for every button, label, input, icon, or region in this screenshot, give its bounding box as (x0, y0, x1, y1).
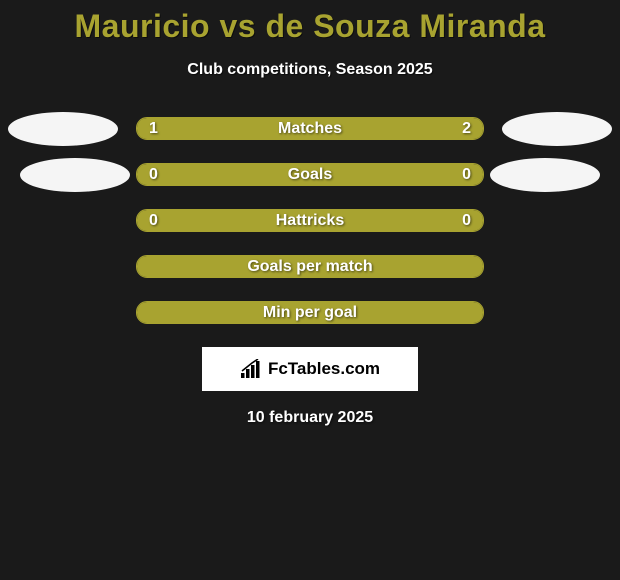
page-title: Mauricio vs de Souza Miranda (0, 0, 620, 45)
stat-bar-mpg: Min per goal (136, 301, 484, 324)
stat-label: Hattricks (137, 210, 483, 231)
avatar-placeholder (502, 250, 612, 284)
stat-label: Goals per match (137, 256, 483, 277)
stats-area: 1 Matches 2 0 Goals 0 (0, 117, 620, 324)
stat-row-goals: 0 Goals 0 (8, 163, 612, 186)
stat-row-mpg: Min per goal (8, 301, 612, 324)
bar-chart-icon (240, 359, 264, 379)
avatar-right-player (490, 158, 600, 192)
main-container: Mauricio vs de Souza Miranda Club compet… (0, 0, 620, 427)
logo-box: FcTables.com (202, 347, 418, 391)
date-text: 10 february 2025 (0, 409, 620, 427)
stat-bar-goals: 0 Goals 0 (136, 163, 484, 186)
avatar-left-wrap (20, 158, 130, 192)
subtitle: Club competitions, Season 2025 (0, 61, 620, 79)
stat-bar-gpm: Goals per match (136, 255, 484, 278)
logo-content: FcTables.com (240, 359, 380, 379)
stat-label: Matches (137, 118, 483, 139)
stat-value-right: 2 (462, 118, 471, 139)
avatar-right-wrap (490, 158, 600, 192)
stat-bar-matches: 1 Matches 2 (136, 117, 484, 140)
stat-label: Goals (137, 164, 483, 185)
avatar-placeholder (8, 250, 118, 284)
avatar-left-player (20, 158, 130, 192)
stat-bar-hattricks: 0 Hattricks 0 (136, 209, 484, 232)
stat-value-right: 0 (462, 210, 471, 231)
avatar-placeholder (8, 204, 118, 238)
stat-row-matches: 1 Matches 2 (8, 117, 612, 140)
avatar-placeholder (502, 296, 612, 330)
avatar-left-player (8, 112, 118, 146)
avatar-right-player (502, 112, 612, 146)
stat-row-gpm: Goals per match (8, 255, 612, 278)
avatar-placeholder (8, 296, 118, 330)
stat-row-hattricks: 0 Hattricks 0 (8, 209, 612, 232)
stat-value-right: 0 (462, 164, 471, 185)
avatar-placeholder (502, 204, 612, 238)
stat-label: Min per goal (137, 302, 483, 323)
logo-text: FcTables.com (268, 359, 380, 379)
